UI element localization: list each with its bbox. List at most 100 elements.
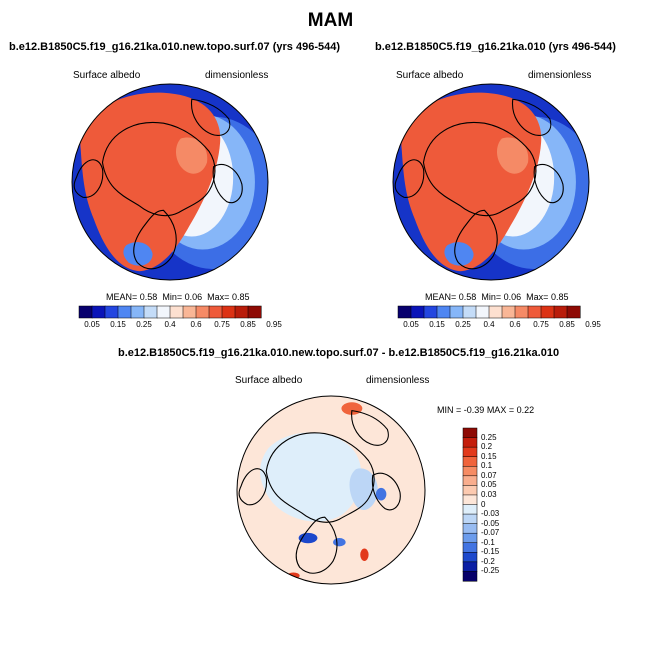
diff-map-coastline bbox=[351, 409, 389, 446]
diff-colorbar-tick-label: 0.03 bbox=[481, 489, 497, 499]
panel-2-colorbar bbox=[397, 305, 581, 319]
panel-1-map-ocean-patch bbox=[123, 242, 153, 266]
panel-2-map-coastline bbox=[394, 159, 425, 198]
panel-1-min-label: Min= bbox=[162, 292, 183, 302]
panel-2-map-coastline bbox=[422, 121, 537, 217]
diff-map-coastline bbox=[265, 432, 375, 523]
diff-map-coastline bbox=[371, 472, 401, 511]
panel-1-max-value: 0.85 bbox=[231, 292, 250, 302]
panel-2-colorbar-tick-label: 0.95 bbox=[585, 320, 601, 329]
diff-colorbar-tick-label: -0.25 bbox=[481, 566, 500, 576]
panel-2-map-coastline bbox=[511, 98, 552, 136]
panel-1-colorbar-tick-label: 0.95 bbox=[266, 320, 282, 329]
diff-colorbar-swatch bbox=[462, 561, 478, 572]
panel-2-max-value: 0.85 bbox=[550, 292, 569, 302]
panel-1-stats: MEAN= 0.58 Min= 0.06 Max= 0.85 bbox=[106, 292, 249, 302]
diff-colorbar-tick-label: 0.15 bbox=[481, 451, 497, 461]
panel-2-mean-label: MEAN= bbox=[425, 292, 457, 302]
panel-1-map-coastlines bbox=[73, 98, 243, 270]
diff-map-negative-patch bbox=[349, 468, 378, 510]
diff-map-boundary bbox=[236, 395, 426, 585]
panel-2-map-coastline bbox=[454, 209, 498, 270]
diff-colorbar-swatch bbox=[462, 494, 478, 506]
diff-colorbar-swatch bbox=[462, 542, 478, 553]
diff-colorbar-swatch bbox=[462, 504, 478, 515]
panel-2-colorbar-ticks: 0.05 0.15 0.25 0.4 0.6 0.75 0.85 0.95 bbox=[398, 320, 601, 332]
diff-colorbar-swatch bbox=[462, 513, 478, 525]
diff-variable-label: Surface albedo bbox=[235, 375, 303, 386]
panel-1-map-field bbox=[72, 84, 268, 280]
main-title: MAM bbox=[307, 10, 354, 31]
diff-colorbar-swatch bbox=[462, 456, 478, 467]
panel-2-mean-value: 0.58 bbox=[458, 292, 477, 302]
panel-1-colorbar-tick-label: 0.05 bbox=[84, 320, 100, 329]
diff-map-negative-anomaly bbox=[375, 487, 387, 501]
diff-colorbar-swatch bbox=[462, 437, 478, 448]
panel-2-colorbar-tick-label: 0.15 bbox=[429, 320, 445, 329]
panel-1-colorbar-tick-label: 0.6 bbox=[190, 320, 202, 329]
diff-map-negative-anomaly bbox=[298, 532, 318, 544]
panel-2-colorbar-tick-label: 0.6 bbox=[509, 320, 521, 329]
diff-colorbar-tick-label: 0.1 bbox=[481, 461, 493, 471]
diff-colorbar-swatch bbox=[462, 485, 478, 496]
panel-1-colorbar-tick-label: 0.25 bbox=[136, 320, 152, 329]
panel-2-units-label: dimensionless bbox=[528, 70, 592, 81]
panel-1-colorbar-ticks: 0.05 0.15 0.25 0.4 0.6 0.75 0.85 0.95 bbox=[79, 320, 282, 332]
diff-colorbar-swatch bbox=[462, 523, 478, 534]
diff-colorbar-tick-label: -0.07 bbox=[481, 528, 500, 538]
panel-1-colorbar-tick-label: 0.75 bbox=[214, 320, 230, 329]
panel-2-stats: MEAN= 0.58 Min= 0.06 Max= 0.85 bbox=[425, 292, 568, 302]
diff-colorbar-swatch bbox=[462, 475, 478, 486]
panel-1-colorbar-swatch bbox=[247, 305, 262, 319]
panel-1-colorbar-tick-label: 0.15 bbox=[110, 320, 126, 329]
diff-map-negative-anomaly bbox=[333, 538, 346, 547]
diff-colorbar-tick-label: -0.1 bbox=[481, 537, 495, 547]
diff-map-coastline bbox=[295, 516, 338, 574]
panel-1-map-coastline bbox=[190, 98, 231, 136]
diff-map-field bbox=[237, 396, 425, 584]
diff-colorbar-swatch bbox=[462, 466, 478, 477]
panel-2-colorbar-tick-label: 0.05 bbox=[403, 320, 419, 329]
panel-2-min-value: 0.06 bbox=[503, 292, 522, 302]
diff-colorbar-tick-label: 0.25 bbox=[481, 432, 497, 442]
panel-1-min-value: 0.06 bbox=[184, 292, 203, 302]
panel-1-colorbar-tick-label: 0.85 bbox=[240, 320, 256, 329]
diff-colorbar-tick-label: 0.05 bbox=[481, 480, 497, 490]
diff-panel-title: b.e12.B1850C5.f19_g16.21ka.010.new.topo.… bbox=[118, 347, 560, 359]
panel-1-colorbar-tick-label: 0.4 bbox=[164, 320, 176, 329]
panel-1-units-label: dimensionless bbox=[205, 70, 269, 81]
diff-colorbar-tick-label: -0.03 bbox=[481, 509, 500, 519]
panel-1-map-coastline bbox=[101, 121, 216, 217]
diff-colorbar bbox=[462, 427, 478, 582]
panel-1-map-coastline bbox=[212, 164, 243, 204]
diff-colorbar-swatch bbox=[462, 552, 478, 563]
panel-1-map-arctic-ice bbox=[175, 137, 208, 174]
panel-2-title: b.e12.B1850C5.f19_g16.21ka.010 (yrs 496-… bbox=[375, 41, 616, 53]
panel-1-max-label: Max= bbox=[207, 292, 230, 302]
diff-map-positive-anomaly bbox=[360, 548, 369, 562]
panel-1-map-coastline bbox=[73, 159, 104, 198]
diff-stats: MIN = -0.39 MAX = 0.22 bbox=[437, 405, 534, 415]
diff-colorbar-swatch bbox=[462, 571, 478, 582]
panel-2-colorbar-tick-label: 0.75 bbox=[533, 320, 549, 329]
diff-max-label: MAX = bbox=[486, 405, 515, 415]
panel-1-colorbar bbox=[78, 305, 262, 319]
panel-2-colorbar-tick-label: 0.85 bbox=[559, 320, 575, 329]
diff-map-coastline bbox=[238, 468, 268, 506]
diff-colorbar-tick-label: 0.07 bbox=[481, 470, 497, 480]
panel-2-max-label: Max= bbox=[526, 292, 549, 302]
panel-2-map-arctic-ice bbox=[496, 137, 529, 174]
diff-colorbar-tick-label: -0.05 bbox=[481, 518, 500, 528]
diff-max-value: 0.22 bbox=[516, 405, 535, 415]
panel-1-map-boundary bbox=[71, 83, 269, 281]
panel-2-map-ocean-patch bbox=[444, 242, 474, 266]
diff-colorbar-swatch bbox=[462, 532, 478, 544]
panel-1-mean-label: MEAN= bbox=[106, 292, 138, 302]
diff-min-label: MIN = bbox=[437, 405, 462, 415]
diff-map-negative-region bbox=[260, 432, 362, 522]
panel-2-colorbar-tick-label: 0.25 bbox=[455, 320, 471, 329]
diff-colorbar-ticks: 0.25 0.2 0.15 0.1 0.07 0.05 0.03 0 -0.03 -0.05 -0.… bbox=[481, 428, 521, 581]
